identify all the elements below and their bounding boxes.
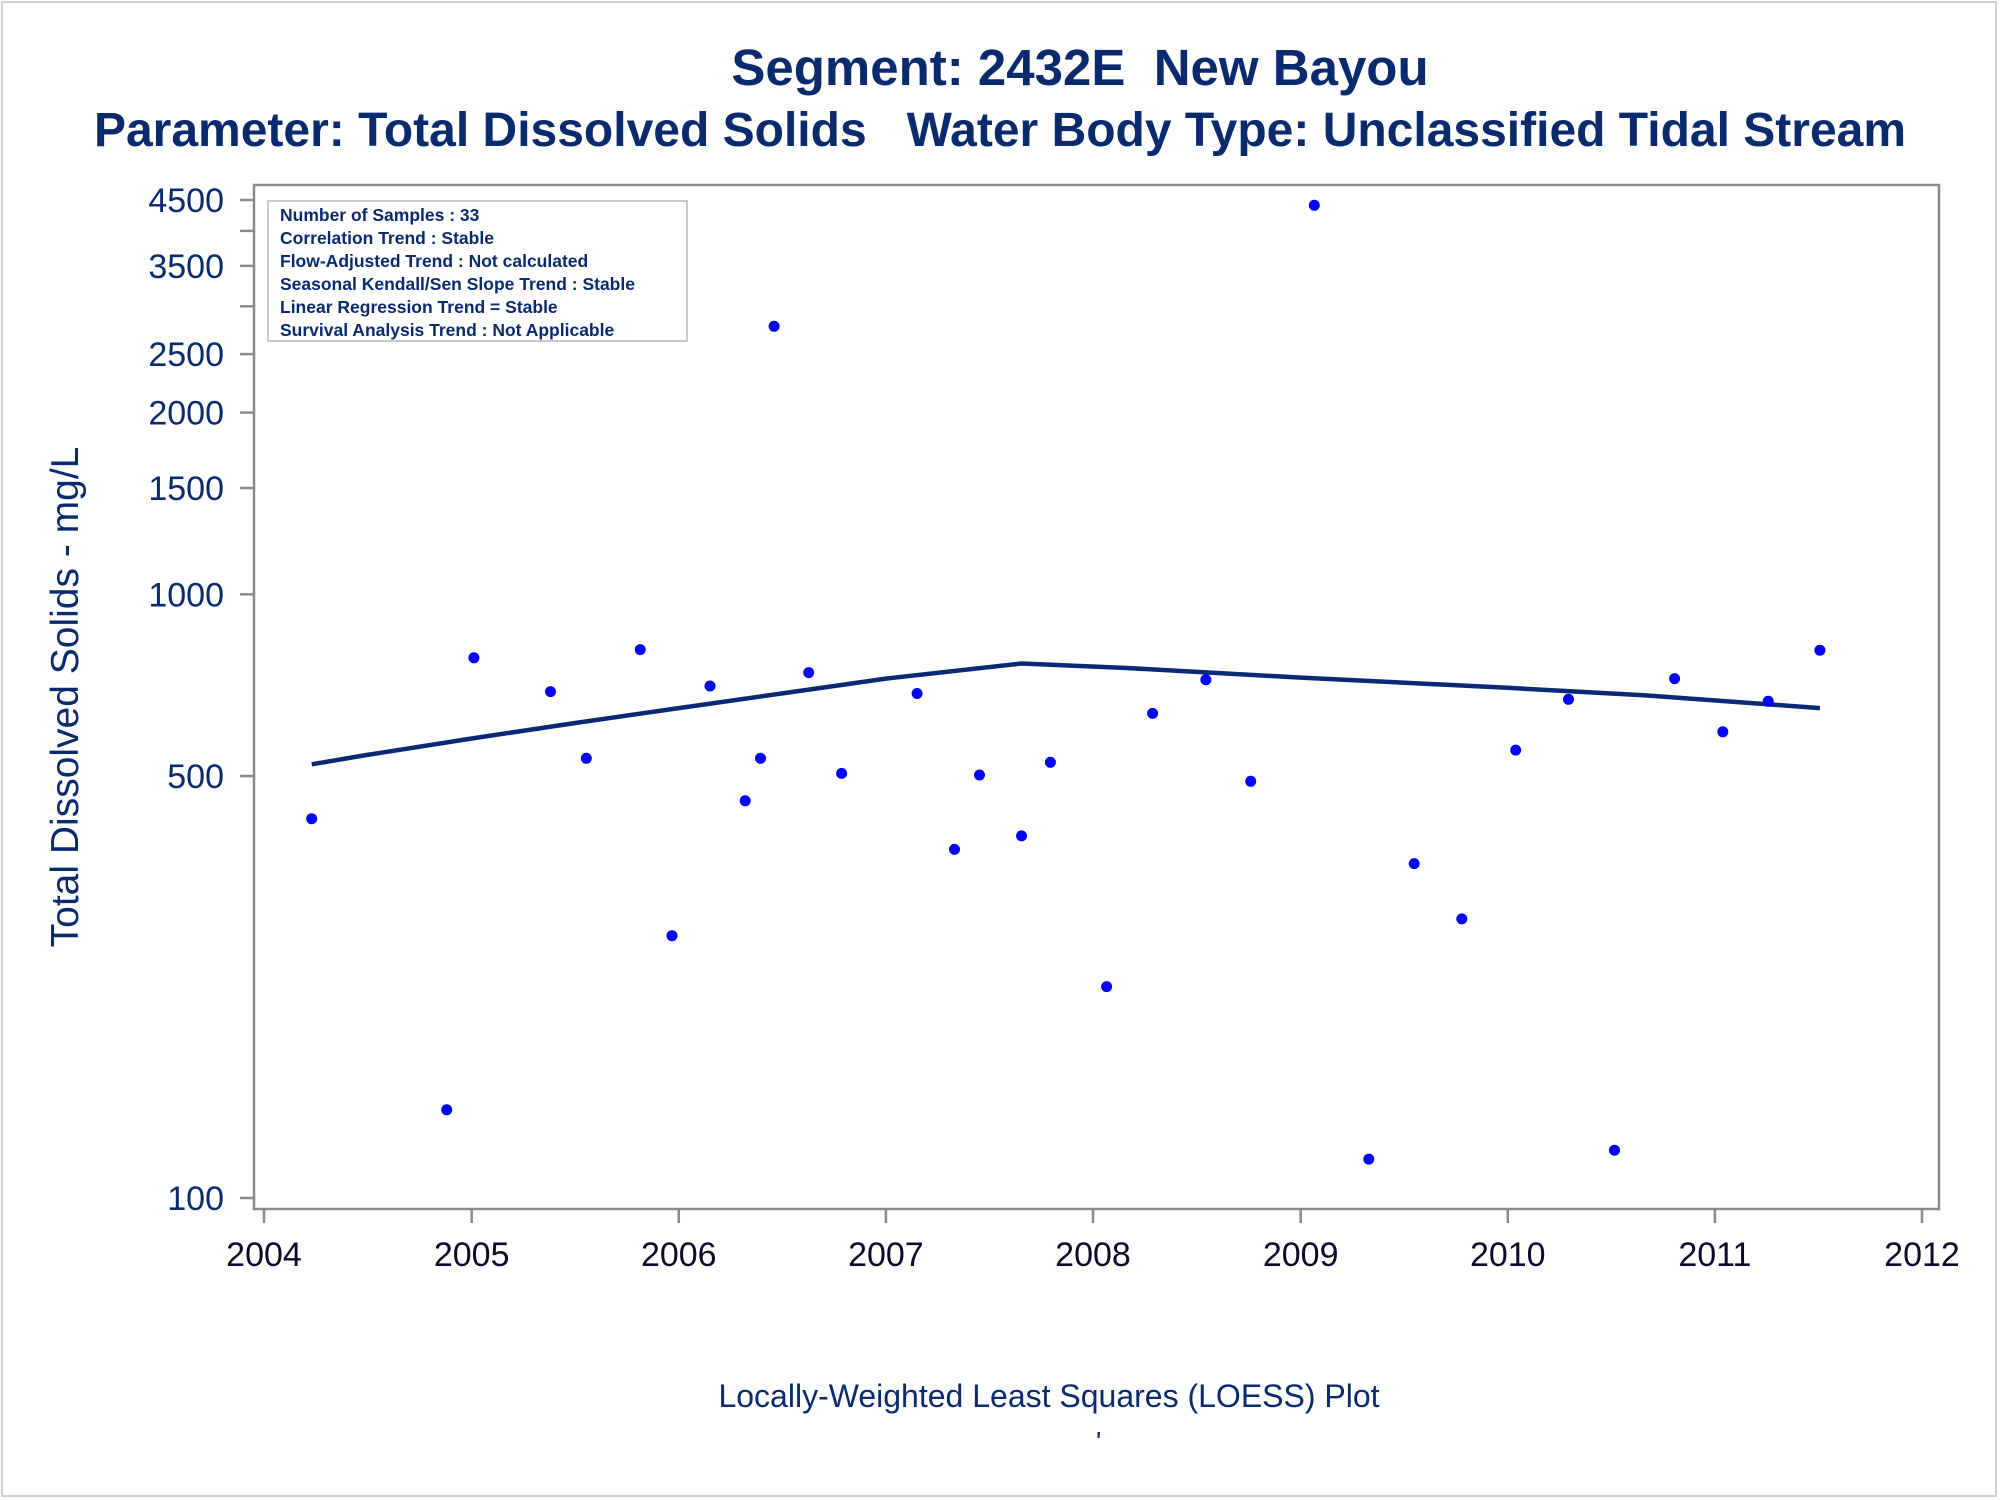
y-tick-label: 2500 <box>148 336 224 374</box>
data-point <box>768 320 780 332</box>
loess-trend-series <box>311 661 1821 767</box>
sample-points-series <box>306 199 1826 1165</box>
chart-subtitle: Parameter: Total Dissolved Solids Water … <box>93 104 1907 157</box>
data-point <box>1044 756 1056 768</box>
x-tick-label: 2004 <box>226 1236 302 1274</box>
info-line-survival-analysis-trend: Survival Analysis Trend : Not Applicable <box>280 320 614 340</box>
info-line-seasonal-kendall-trend: Seasonal Kendall/Sen Slope Trend : Stabl… <box>280 274 635 294</box>
data-point <box>1308 199 1320 211</box>
x-tick-label: 2012 <box>1884 1236 1960 1274</box>
data-point <box>803 667 815 679</box>
data-point <box>1147 707 1159 719</box>
y-tick-label: 1000 <box>148 576 224 614</box>
data-point <box>704 680 716 692</box>
y-axis-label: Total Dissolved Solids - mg/L <box>44 447 87 948</box>
trend-info-box: Number of Samples : 33 Correlation Trend… <box>267 200 688 342</box>
data-point <box>911 688 923 699</box>
data-point <box>666 930 678 942</box>
chart-footnote: Locally-Weighted Least Squares (LOESS) P… <box>718 1378 1380 1414</box>
data-point <box>974 769 985 781</box>
data-point <box>1762 695 1774 707</box>
data-point <box>634 644 646 656</box>
x-tick-label: 2006 <box>641 1236 717 1274</box>
data-point <box>1363 1153 1375 1165</box>
info-line-correlation-trend: Correlation Trend : Stable <box>280 228 494 248</box>
data-point <box>755 752 766 764</box>
loess-trend-line <box>311 661 1821 767</box>
data-point <box>1200 674 1212 686</box>
data-point <box>441 1104 453 1116</box>
data-point <box>836 767 848 779</box>
data-point <box>1814 644 1826 656</box>
data-point <box>949 843 960 855</box>
x-tick-label: 2009 <box>1263 1236 1339 1274</box>
data-point <box>1408 858 1420 870</box>
data-point <box>1016 830 1027 842</box>
plot-area <box>252 183 1941 1211</box>
data-point <box>1245 775 1257 787</box>
y-tick-label: 1500 <box>148 470 224 508</box>
y-axis: 100 500 1000 1500 2000 2500 3500 4500 <box>148 182 254 1218</box>
info-line-linear-regression-trend: Linear Regression Trend = Stable <box>280 297 558 317</box>
data-point <box>545 686 556 698</box>
data-point <box>739 795 751 807</box>
data-point <box>1669 673 1681 685</box>
x-tick-label: 2007 <box>848 1236 924 1274</box>
data-point <box>1563 693 1574 705</box>
y-tick-label: 2000 <box>148 395 224 433</box>
info-box-border <box>267 200 688 342</box>
data-point <box>306 813 318 825</box>
y-tick-label: 4500 <box>148 182 224 220</box>
footnote-mark: ' <box>1096 1426 1102 1457</box>
x-tick-label: 2005 <box>434 1236 510 1274</box>
data-point <box>1717 726 1729 738</box>
data-point <box>1456 913 1468 925</box>
y-tick-label: 100 <box>167 1180 224 1218</box>
x-tick-label: 2008 <box>1055 1236 1131 1274</box>
data-point <box>1609 1144 1620 1156</box>
x-tick-label: 2010 <box>1470 1236 1546 1274</box>
x-axis: 2004 2005 2006 2007 2008 2009 2010 2011 2012 <box>226 1209 1960 1274</box>
data-point <box>1101 981 1113 993</box>
y-tick-label: 3500 <box>148 248 224 286</box>
chart-title: Segment: 2432E New Bayou <box>731 39 1429 96</box>
data-point <box>1510 744 1522 756</box>
x-tick-label: 2011 <box>1678 1236 1751 1274</box>
data-point <box>468 652 480 664</box>
y-tick-label: 500 <box>167 758 224 796</box>
info-line-flow-adjusted-trend: Flow-Adjusted Trend : Not calculated <box>280 251 588 271</box>
data-point <box>580 752 592 764</box>
info-line-samples: Number of Samples : 33 <box>280 205 480 225</box>
